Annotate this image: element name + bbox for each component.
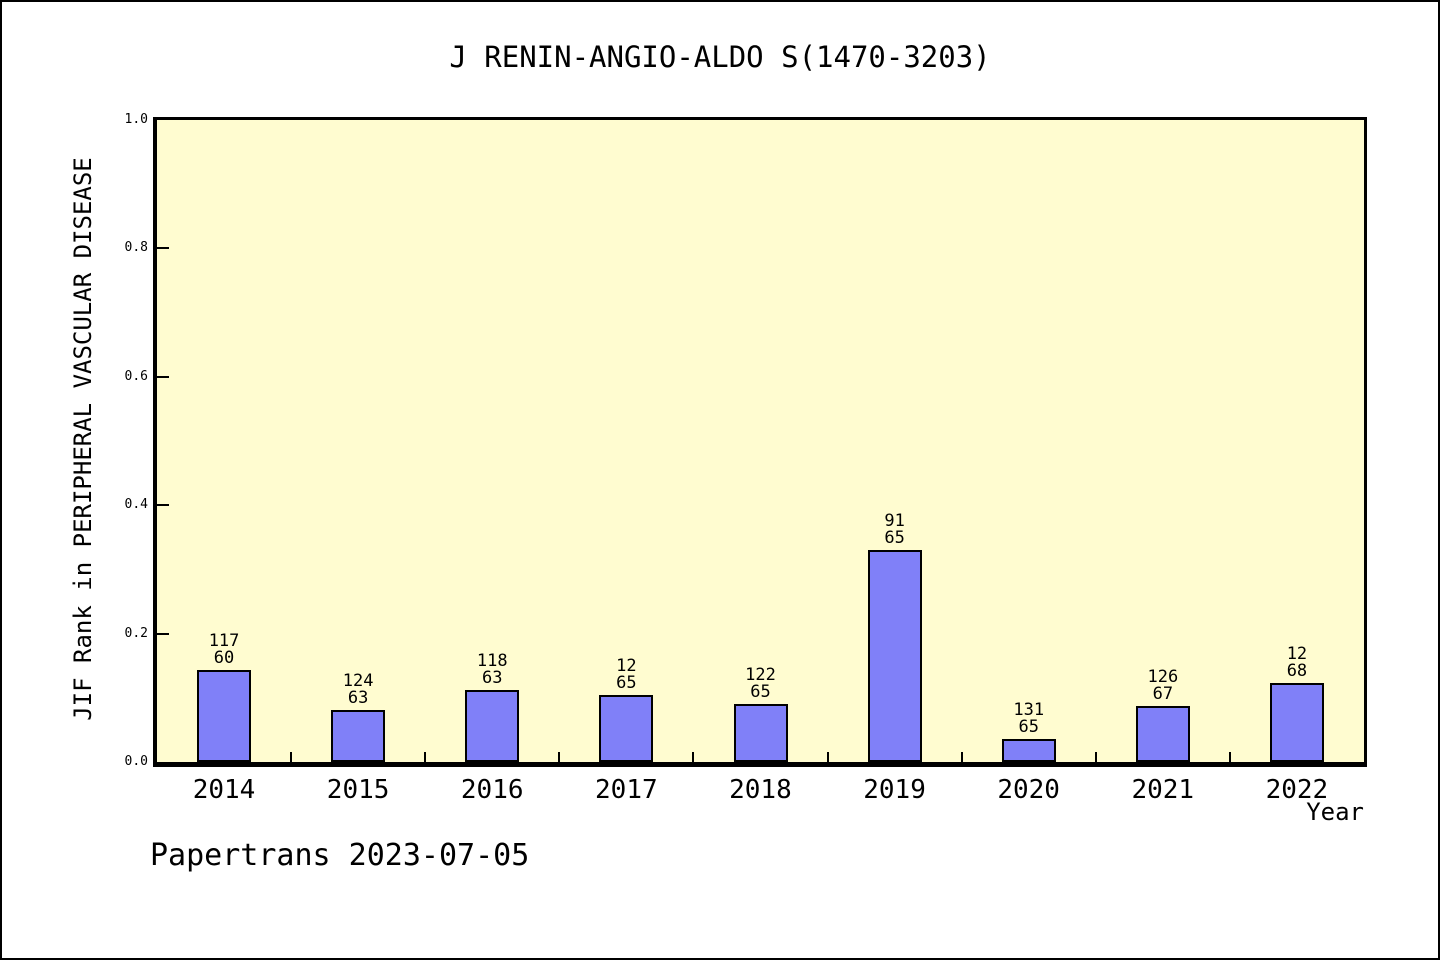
bar-2019 xyxy=(867,550,922,762)
bar-value-line: 63 xyxy=(482,668,503,688)
y-axis-label: JIF Rank in PERIPHERAL VASCULAR DISEASE xyxy=(69,157,97,721)
bar-value-line: 131 xyxy=(1013,700,1045,720)
x-tick-mark xyxy=(1094,752,1097,762)
y-tick-label-0.2: 0.2 xyxy=(124,625,148,641)
x-tick-label-2017: 2017 xyxy=(595,775,658,805)
y-tick-mark xyxy=(157,375,169,378)
bar-2020 xyxy=(1001,739,1056,762)
bar-value-label-2019: 91 65 xyxy=(835,513,955,547)
bar-value-line: 124 xyxy=(342,671,374,691)
bar-value-line: 67 xyxy=(1152,684,1174,704)
bar-value-label-2016: 118 63 xyxy=(432,653,552,687)
bar-value-line: 91 xyxy=(884,511,905,531)
x-tick-mark xyxy=(290,752,293,762)
bar-value-line: 12 xyxy=(1286,644,1308,664)
bar-2014 xyxy=(197,670,252,762)
x-tick-mark xyxy=(692,752,695,762)
bar-2021 xyxy=(1135,706,1190,762)
x-tick-mark xyxy=(960,752,963,762)
bar-value-label-2022: 12 68 xyxy=(1237,646,1357,680)
y-tick-mark xyxy=(157,247,169,250)
bar-value-label-2018: 122 65 xyxy=(701,667,821,701)
y-tick-mark xyxy=(157,504,169,507)
bar-value-line: 68 xyxy=(1286,661,1308,681)
bar-value-line: 117 xyxy=(208,631,240,651)
x-tick-label-2019: 2019 xyxy=(863,775,926,805)
bar-value-line: 65 xyxy=(616,673,637,693)
y-tick-label-0.0: 0.0 xyxy=(124,754,148,769)
plot-area: 117 60 2014 124 63 2015 118 63 2016 12 65 2017 122 65… xyxy=(125,112,1367,805)
x-tick-mark xyxy=(826,752,829,762)
y-tick-label-0.8: 0.8 xyxy=(124,240,148,256)
footer-watermark: Papertrans 2023-07-05 xyxy=(150,838,530,873)
x-tick-mark xyxy=(558,752,561,762)
bar-value-line: 12 xyxy=(616,656,637,676)
bar-value-label-2017: 12 65 xyxy=(566,658,686,692)
bar-value-label-2014: 117 60 xyxy=(164,633,284,667)
y-tick-label-0.6: 0.6 xyxy=(124,368,148,384)
x-tick-label-2016: 2016 xyxy=(460,775,524,805)
x-tick-label-2015: 2015 xyxy=(326,775,390,805)
bar-value-line: 118 xyxy=(476,651,508,671)
y-tick-label-0.4: 0.4 xyxy=(124,497,148,513)
bar-value-line: 122 xyxy=(745,665,776,685)
x-tick-label-2014: 2014 xyxy=(192,775,256,805)
bar-value-line: 126 xyxy=(1147,667,1179,687)
bar-2016 xyxy=(465,690,520,762)
bar-value-label-2015: 124 63 xyxy=(298,673,418,707)
x-tick-mark xyxy=(1228,752,1231,762)
y-tick-label-1.0: 1.0 xyxy=(124,112,148,127)
bar-2022 xyxy=(1269,683,1324,762)
bar-value-line: 65 xyxy=(884,528,905,548)
bar-2018 xyxy=(733,704,788,762)
bar-value-label-2021: 126 67 xyxy=(1103,669,1223,703)
x-tick-label-2020: 2020 xyxy=(997,775,1060,805)
x-tick-label-2018: 2018 xyxy=(729,775,792,805)
bar-2017 xyxy=(599,695,654,762)
x-tick-label-2021: 2021 xyxy=(1131,775,1195,805)
x-tick-mark xyxy=(424,752,427,762)
bar-value-line: 63 xyxy=(347,688,369,708)
bar-value-label-2020: 131 65 xyxy=(969,702,1089,736)
y-tick-mark xyxy=(157,632,169,635)
chart-title: J RENIN-ANGIO-ALDO S(1470-3203) xyxy=(449,40,991,74)
bar-value-line: 65 xyxy=(750,682,771,702)
x-axis-label: Year xyxy=(1306,798,1364,826)
bar-value-line: 65 xyxy=(1018,717,1039,737)
x-tick-label-2022: 2022 xyxy=(1265,775,1329,805)
bar-value-line: 60 xyxy=(213,648,235,668)
bar-2015 xyxy=(331,710,386,762)
